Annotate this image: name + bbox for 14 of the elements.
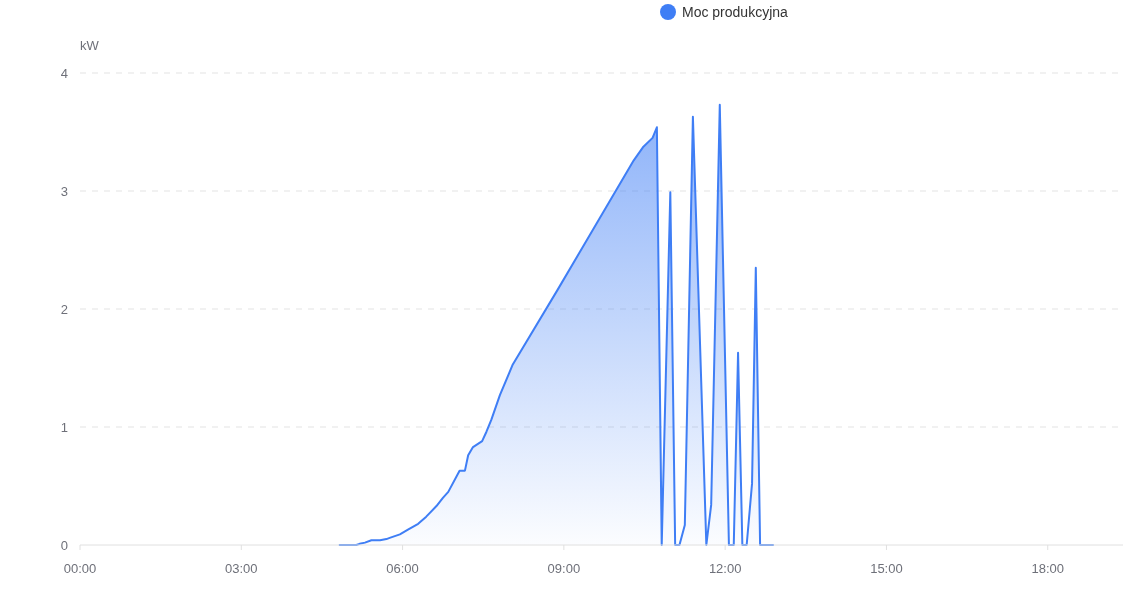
y-tick-label: 2	[60, 301, 68, 317]
x-tick-label: 15:00	[870, 561, 903, 576]
x-tick-label: 18:00	[1031, 561, 1065, 576]
y-tick-label: 4	[60, 65, 68, 81]
x-tick-label: 00:00	[63, 561, 97, 576]
y-tick-label: 1	[60, 419, 68, 435]
y-axis-title: kW	[80, 38, 100, 53]
x-tick-label: 12:00	[708, 561, 742, 576]
x-tick-label: 09:00	[547, 561, 581, 576]
y-tick-label: 3	[60, 183, 68, 199]
legend-label: Moc produkcyjna	[682, 4, 789, 20]
x-tick-label: 06:00	[386, 561, 419, 576]
y-tick-label: 0	[60, 537, 68, 553]
x-tick-label: 03:00	[225, 561, 258, 576]
